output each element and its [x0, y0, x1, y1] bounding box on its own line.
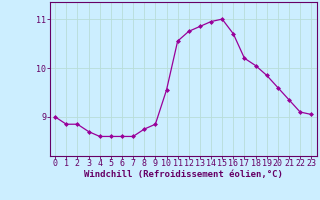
X-axis label: Windchill (Refroidissement éolien,°C): Windchill (Refroidissement éolien,°C): [84, 170, 283, 179]
